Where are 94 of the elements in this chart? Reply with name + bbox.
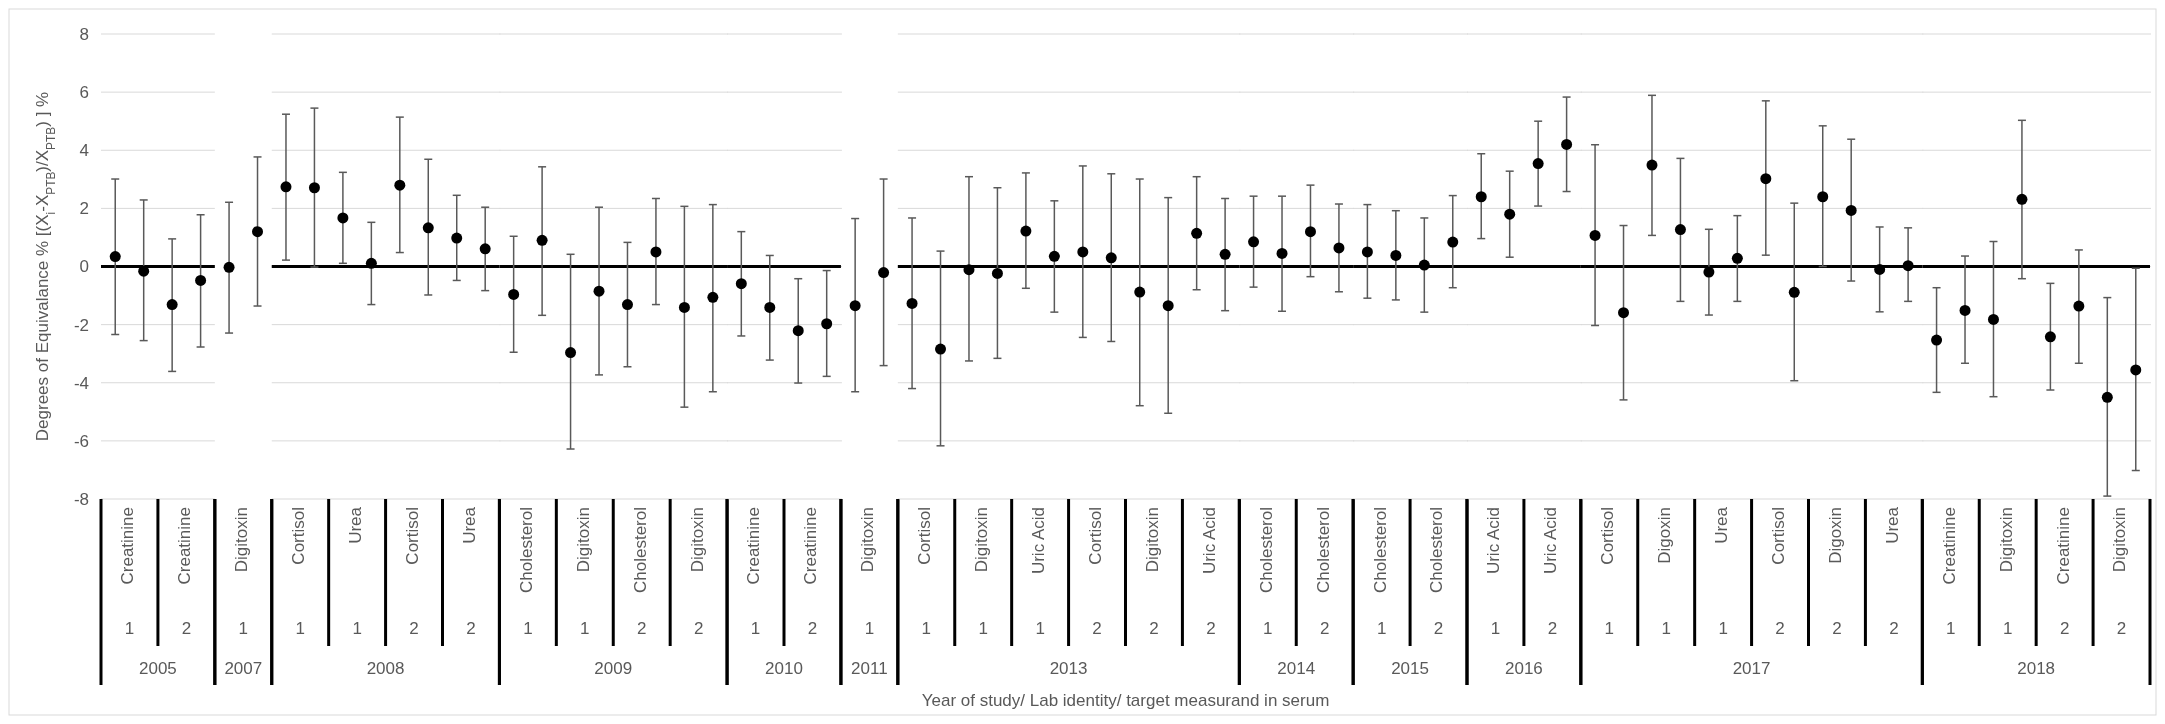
x-tick-label: Uric Acid <box>1029 507 1049 575</box>
x-axis-title: 2010 <box>765 659 803 678</box>
text: 1 <box>580 619 590 638</box>
x-tick-label: Digitoxin <box>858 507 878 573</box>
x-axis-title: 2011 <box>851 659 888 678</box>
x-tick-label: Uric Acid <box>1541 507 1561 575</box>
x-tick-label: Digoxin <box>1825 507 1845 564</box>
text: 1 <box>295 619 305 638</box>
x-axis-title: 2007 <box>224 659 263 678</box>
x-axis-title: 2013 <box>1049 659 1088 678</box>
text: 2 <box>409 619 419 638</box>
y-tick-label: 8 <box>79 24 89 44</box>
text: 1 <box>1946 619 1956 638</box>
x-tick-label: Digitoxin <box>232 507 252 573</box>
x-tick-label: Cholesterol <box>630 507 650 593</box>
x-tick-label: Cortisol <box>289 507 309 565</box>
y-tick-label: -6 <box>73 431 89 451</box>
x-tick-label: Creatinine <box>118 507 138 585</box>
text: 2 <box>2116 619 2127 638</box>
text: 1 <box>864 619 875 638</box>
text: 1 <box>1263 619 1273 638</box>
x-axis-title: 2018 <box>2017 659 2056 678</box>
text: 1 <box>523 619 533 638</box>
text: 2 <box>1547 619 1558 638</box>
text: 2 <box>807 619 818 638</box>
x-tick-label: Digitoxin <box>972 507 992 573</box>
x-tick-label: Cortisol <box>1768 507 1788 565</box>
x-tick-label: Creatinine <box>801 507 821 585</box>
text: 1 <box>978 619 988 638</box>
text: Year of study/ Lab identity/ target measurand in serum <box>921 691 1330 710</box>
x-axis-title: 2005 <box>139 659 177 678</box>
text: 1 <box>1718 619 1728 638</box>
text: 1 <box>1035 619 1045 638</box>
x-axis-title: 2015 <box>1391 659 1429 678</box>
y-tick-label: 6 <box>79 83 89 103</box>
y-tick-label: 4 <box>79 141 89 161</box>
y-tick-label: 0 <box>79 257 89 277</box>
text: 1 <box>2002 619 2013 638</box>
x-tick-label: Cholesterol <box>516 507 536 593</box>
x-axis-title: 2009 <box>594 659 633 678</box>
text: 2 <box>2059 619 2070 638</box>
text: 2 <box>1889 619 1899 638</box>
x-tick-label: Urea <box>1882 506 1902 544</box>
x-tick-label: Digitoxin <box>1996 507 2016 573</box>
x-tick-label: Cortisol <box>915 507 935 565</box>
y-tick-label: 2 <box>79 199 89 219</box>
x-axis-title: 2016 <box>1505 659 1543 678</box>
x-tick-label: Creatinine <box>175 507 195 585</box>
x-axis-title: 2017 <box>1732 659 1771 678</box>
y-tick-label: -2 <box>73 315 89 335</box>
x-tick-label: Digitoxin <box>1142 507 1162 573</box>
text: 1 <box>1490 619 1501 638</box>
x-tick-label: Urea <box>346 506 366 544</box>
text: 2 <box>1149 619 1159 638</box>
x-tick-label: Creatinine <box>744 507 764 585</box>
x-tick-label: Urea <box>1712 506 1732 544</box>
x-tick-label: Creatinine <box>1939 507 1959 585</box>
x-tick-label: Cholesterol <box>1370 507 1390 593</box>
x-tick-label: Cortisol <box>1598 507 1618 565</box>
text: 2 <box>1319 619 1330 638</box>
x-tick-label: Urea <box>459 506 479 544</box>
x-tick-label: Uric Acid <box>1484 507 1504 575</box>
text: 1 <box>124 619 135 638</box>
text: 1 <box>1604 619 1615 638</box>
text: 2 <box>636 619 647 638</box>
x-tick-label: Cholesterol <box>1313 507 1333 593</box>
x-tick-label: Cholesterol <box>1256 507 1276 593</box>
text: 1 <box>1661 619 1671 638</box>
x-tick-label: Uric Acid <box>1199 507 1219 575</box>
text: 2 <box>1433 619 1444 638</box>
text: 1 <box>921 619 932 638</box>
text: 2 <box>181 619 192 638</box>
text: 2 <box>1775 619 1785 638</box>
text: 2 <box>466 619 476 638</box>
x-axis-title: 2008 <box>366 659 405 678</box>
text: 2 <box>1092 619 1102 638</box>
x-tick-label: Digitoxin <box>573 507 593 573</box>
x-tick-label: Cortisol <box>402 507 422 565</box>
x-tick-label: Digoxin <box>1655 507 1675 564</box>
y-tick-label: -4 <box>73 373 89 393</box>
text: 1 <box>238 619 249 638</box>
text: 1 <box>352 619 362 638</box>
x-axis-title: 2014 <box>1277 659 1316 678</box>
text: 1 <box>750 619 761 638</box>
text: 2 <box>693 619 704 638</box>
x-tick-label: Digitoxin <box>2110 507 2130 573</box>
x-tick-label: Cortisol <box>1085 507 1105 565</box>
text: 2 <box>1206 619 1216 638</box>
x-tick-label: Creatinine <box>2053 507 2073 585</box>
y-tick-label: -8 <box>73 489 89 509</box>
text: 2 <box>1832 619 1842 638</box>
x-tick-label: Cholesterol <box>1427 507 1447 593</box>
x-tick-label: Digitoxin <box>687 507 707 573</box>
text: 1 <box>1376 619 1387 638</box>
